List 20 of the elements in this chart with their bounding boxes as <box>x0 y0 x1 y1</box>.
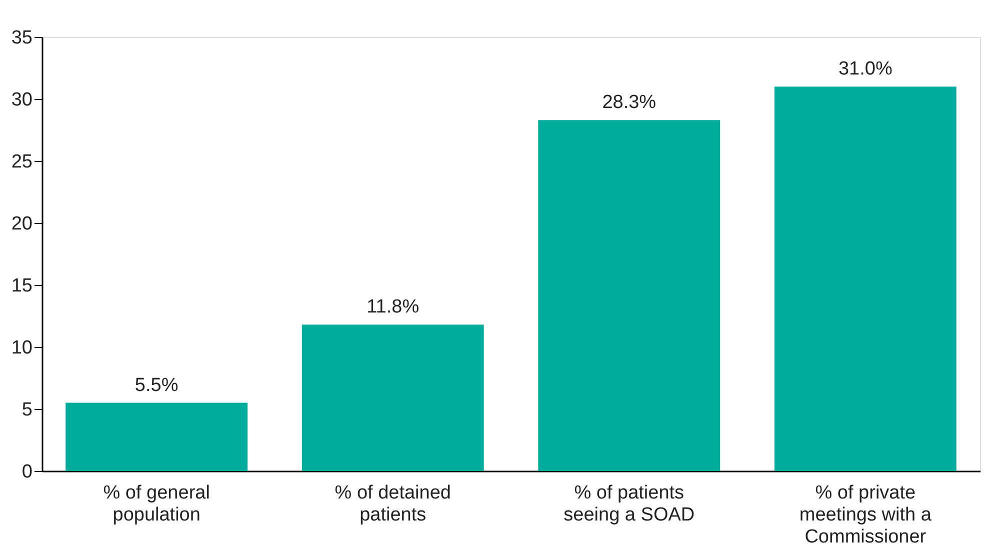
data-label: 11.8% <box>366 296 420 318</box>
x-tick-label: % of private meetings with a Commissioner <box>799 482 932 547</box>
bar <box>66 402 248 471</box>
y-tick-label: 30 <box>11 90 32 110</box>
x-tick-label: % of general population <box>103 482 210 526</box>
data-label: 28.3% <box>602 92 656 114</box>
x-tick-label: % of patients seeing a SOAD <box>564 482 695 526</box>
data-label: 31.0% <box>838 58 892 80</box>
bar <box>774 86 956 471</box>
bar <box>538 120 720 471</box>
y-tick-label: 20 <box>11 214 32 234</box>
x-tick-label: % of detained patients <box>334 482 451 526</box>
y-tick-label: 25 <box>11 152 32 172</box>
bar <box>302 324 484 471</box>
y-tick-label: 0 <box>22 462 32 482</box>
y-tick-label: 10 <box>11 338 32 358</box>
y-tick-label: 35 <box>11 28 32 48</box>
y-tick-label: 15 <box>11 276 32 296</box>
y-tick-label: 5 <box>22 400 32 420</box>
data-label: 5.5% <box>134 374 178 396</box>
